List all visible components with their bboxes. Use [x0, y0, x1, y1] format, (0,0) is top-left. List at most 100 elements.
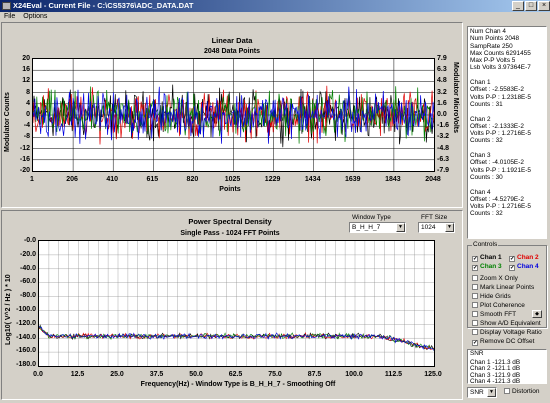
psd-ylabel: Log10( V^2 / Hz ) * 10 — [5, 274, 12, 345]
remove-dc-offset-label: Remove DC Offset — [480, 338, 535, 345]
tick-label: 62.5 — [228, 371, 243, 378]
stats-line: Offset : -2.1333E-2 — [470, 122, 524, 130]
tick-label: 4 — [26, 99, 30, 107]
title-bar: X24Eval - Current File - C:\CS5376\ADC_D… — [0, 0, 550, 12]
smooth-fft-spinner[interactable]: ◆ — [532, 310, 542, 318]
stats-line: Chan 4 — [470, 188, 491, 196]
tick-label: -3.2 — [437, 133, 450, 141]
window-title: X24Eval - Current File - C:\CS5376\ADC_D… — [13, 1, 194, 10]
tick-label: -80.0 — [20, 292, 36, 300]
checkbox-icon — [472, 320, 478, 326]
tick-label: 12 — [22, 77, 30, 85]
linear-title: Linear Data — [211, 36, 253, 45]
smooth-fft-checkbox[interactable]: Smooth FFT — [472, 311, 516, 319]
tick-label: -180.0 — [16, 361, 36, 369]
zoom-x-only-checkbox[interactable]: Zoom X Only — [472, 275, 518, 283]
app-icon — [2, 2, 11, 10]
stats-line: Counts : 31 — [470, 100, 503, 108]
tick-label: 1229 — [264, 176, 281, 183]
snr-select-value: SNR — [470, 389, 484, 396]
stats-line: Volts P-P : 1.2716E-5 — [470, 203, 531, 211]
menu-file[interactable]: File — [4, 13, 16, 20]
chan2-label: Chan 2 — [517, 254, 539, 261]
psd-title: Power Spectral Density — [188, 217, 272, 226]
close-button[interactable]: × — [538, 1, 550, 11]
checkbox-icon — [472, 284, 478, 290]
linear-plot-area[interactable] — [32, 58, 435, 172]
tick-label: 1.6 — [437, 99, 447, 107]
tick-label: -16 — [19, 155, 30, 163]
chevron-down-icon[interactable]: ▼ — [445, 223, 454, 232]
snr-line: Chan 3 -121.9 dB — [470, 371, 521, 379]
linear-ylabel-right: Modulator MicroVolts — [452, 62, 459, 134]
chevron-down-icon[interactable]: ▼ — [396, 223, 405, 232]
snr-line: Chan 1 -121.3 dB — [470, 359, 521, 366]
checkbox-icon: ✓ — [472, 256, 478, 262]
stats-line — [470, 72, 531, 79]
stats-line — [470, 145, 531, 152]
tick-label: 1843 — [385, 176, 401, 183]
mark-linear-points-label: Mark Linear Points — [480, 284, 535, 291]
stats-line: SampRate 250 — [470, 42, 513, 50]
tick-label: 3.2 — [437, 88, 447, 96]
tick-label: 7.9 — [437, 55, 447, 62]
minimize-button[interactable]: _ — [512, 1, 524, 11]
psd-plot-area[interactable] — [38, 240, 435, 367]
tick-label: 2048 — [425, 176, 441, 183]
stats-line: Num Chan 4 — [470, 28, 506, 35]
checkbox-icon: ✓ — [472, 340, 478, 346]
plot-coherence-checkbox[interactable]: Plot Coherence — [472, 302, 525, 310]
distortion-checkbox[interactable]: Distortion — [504, 388, 539, 396]
window-type-select[interactable]: B_H_H_7 ▼ — [349, 222, 406, 233]
chan1-label: Chan 1 — [480, 254, 502, 261]
linear-plot-svg — [33, 59, 434, 171]
remove-dc-offset-checkbox[interactable]: ✓ Remove DC Offset — [472, 338, 534, 346]
checkbox-icon — [472, 302, 478, 308]
chan4-label: Chan 4 — [517, 263, 539, 270]
checkbox-icon — [472, 293, 478, 299]
display-voltage-ratio-checkbox[interactable]: Display Voltage Ratio — [472, 329, 542, 337]
tick-label: 112.5 — [384, 371, 403, 378]
tick-label: 12.5 — [70, 371, 85, 378]
checkbox-icon: ✓ — [472, 265, 478, 271]
show-ad-equivalent-checkbox[interactable]: Show A/D Equivalent — [472, 320, 541, 328]
chevron-down-icon[interactable]: ▼ — [487, 388, 496, 397]
stats-line — [470, 108, 531, 115]
checkbox-icon — [504, 388, 510, 394]
tick-label: 0 — [26, 111, 30, 118]
tick-label: -20.0 — [20, 250, 36, 258]
stats-line: Volts P-P : 1.2716E-5 — [470, 130, 531, 138]
stats-line: Lsb Volts 3.97364E-7 — [470, 64, 531, 72]
checkbox-icon: ✓ — [509, 256, 515, 262]
stats-line: Offset : -4.0105E-2 — [470, 159, 524, 167]
hide-grids-checkbox[interactable]: Hide Grids — [472, 293, 511, 301]
snr-header: SNR — [470, 350, 484, 357]
hide-grids-label: Hide Grids — [480, 293, 511, 300]
snr-select[interactable]: SNR ▼ — [467, 387, 497, 398]
chan2-checkbox[interactable]: ✓ Chan 2 — [509, 254, 539, 262]
tick-label: -4.8 — [437, 144, 450, 152]
checkbox-icon — [472, 311, 478, 317]
tick-label: 820 — [186, 176, 199, 183]
chan3-checkbox[interactable]: ✓ Chan 3 — [472, 263, 502, 271]
tick-label: 20 — [22, 55, 30, 62]
snr-panel — [467, 349, 547, 384]
tick-label: 1025 — [224, 176, 241, 183]
tick-label: 16 — [22, 66, 30, 74]
tick-label: 615 — [146, 176, 159, 183]
plot-coherence-label: Plot Coherence — [480, 302, 525, 309]
stats-line: Offset : -4.5279E-2 — [470, 195, 524, 203]
stats-line: Offset : -2.5583E-2 — [470, 86, 524, 94]
maximize-button[interactable]: □ — [525, 1, 537, 11]
stats-text: Num Chan 4 Num Points 2048 SampRate 250 Max… — [470, 28, 531, 218]
fft-size-value: 1024 — [421, 224, 436, 231]
chan1-checkbox[interactable]: ✓ Chan 1 — [472, 254, 502, 262]
psd-xlabel: Frequency(Hz) - Window Type is B_H_H_7 -… — [140, 381, 336, 388]
stats-panel — [467, 26, 547, 239]
mark-linear-points-checkbox[interactable]: Mark Linear Points — [472, 284, 534, 292]
tick-label: 6.3 — [437, 66, 447, 74]
chan4-checkbox[interactable]: ✓ Chan 4 — [509, 263, 539, 271]
fft-size-select[interactable]: 1024 ▼ — [418, 222, 455, 233]
menu-options[interactable]: Options — [23, 13, 48, 20]
